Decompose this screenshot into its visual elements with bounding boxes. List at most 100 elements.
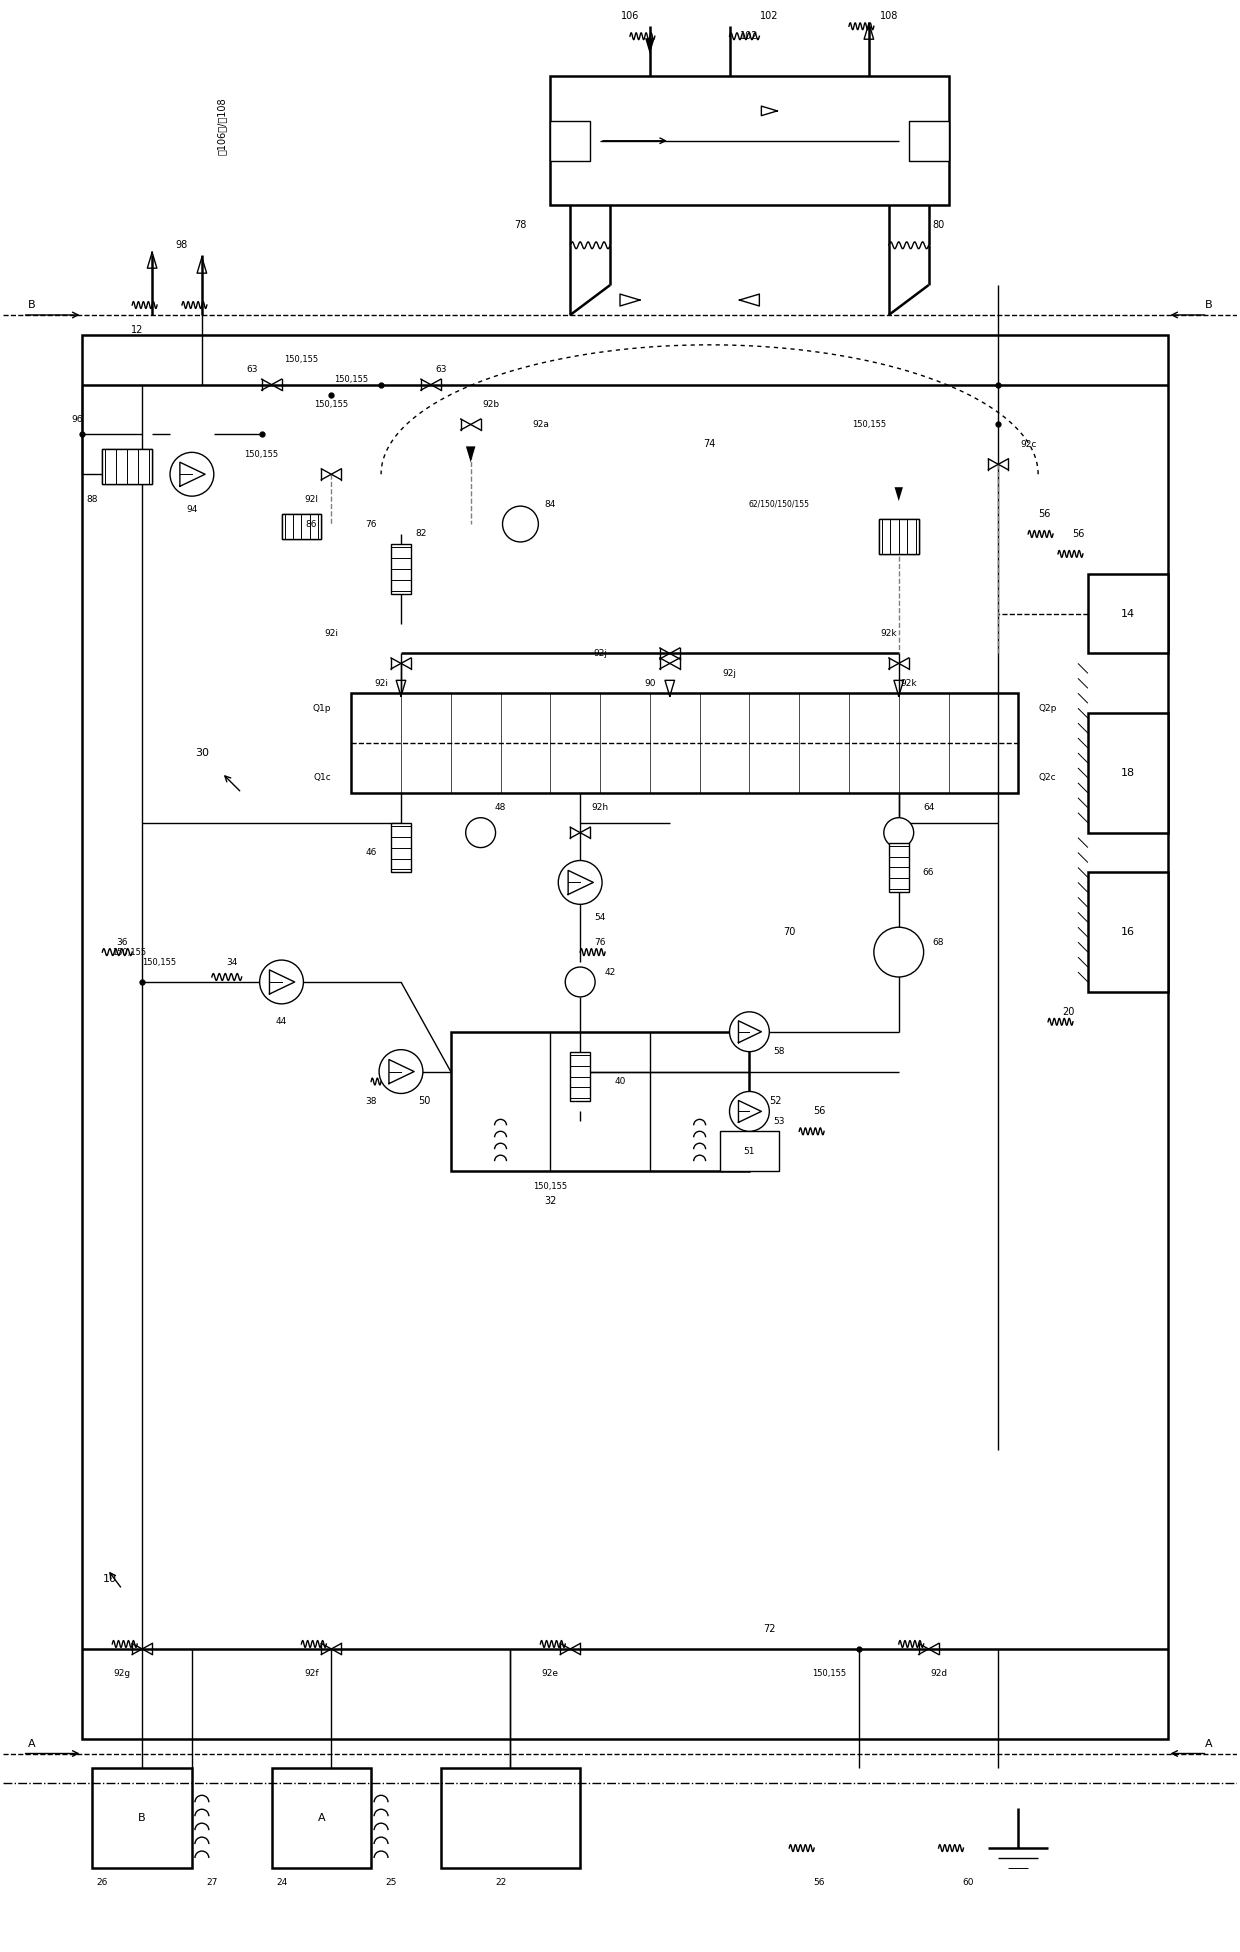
Text: B: B (27, 301, 35, 310)
Bar (92, 1769, 192, 1868)
Text: 46: 46 (366, 847, 377, 857)
Text: 52: 52 (769, 1097, 782, 1107)
Circle shape (502, 506, 538, 543)
Bar (391, 545, 410, 593)
Text: 至106和/或108: 至106和/或108 (217, 98, 227, 154)
Text: 150,155: 150,155 (143, 958, 176, 966)
Text: 88: 88 (87, 494, 98, 504)
Text: 92e: 92e (542, 1669, 559, 1679)
Text: 92j: 92j (593, 648, 608, 658)
Text: 38: 38 (366, 1097, 377, 1107)
Text: 82: 82 (415, 529, 427, 539)
Text: 32: 32 (544, 1197, 557, 1206)
Text: 18: 18 (1121, 767, 1135, 779)
Text: Q1c: Q1c (314, 773, 331, 783)
Text: 30: 30 (195, 748, 208, 757)
Text: Q2p: Q2p (1038, 705, 1056, 712)
Circle shape (874, 927, 924, 978)
Text: 92h: 92h (591, 804, 609, 812)
Bar (570, 1052, 590, 1101)
Text: 150,155: 150,155 (533, 1181, 568, 1191)
Bar (879, 519, 919, 554)
Circle shape (565, 966, 595, 997)
Text: 62/150/150/155: 62/150/150/155 (749, 500, 810, 509)
Text: 150,155: 150,155 (852, 420, 885, 429)
Text: 78: 78 (515, 221, 527, 230)
Text: 34: 34 (226, 958, 237, 966)
Text: 63: 63 (246, 365, 258, 375)
Text: 27: 27 (206, 1878, 217, 1888)
Text: 106: 106 (621, 12, 639, 21)
Bar (451, 1033, 749, 1171)
Text: B: B (1205, 301, 1213, 310)
Text: 72: 72 (763, 1624, 775, 1634)
Text: 53: 53 (774, 1117, 785, 1126)
Text: 51: 51 (744, 1146, 755, 1156)
Text: 102: 102 (740, 31, 759, 41)
Text: 80: 80 (932, 221, 945, 230)
Text: 90: 90 (644, 679, 656, 687)
Circle shape (259, 960, 304, 1003)
Text: 54: 54 (594, 914, 606, 921)
Circle shape (729, 1011, 769, 1052)
Text: Q1p: Q1p (312, 705, 331, 712)
Text: A: A (1205, 1739, 1213, 1749)
Circle shape (884, 818, 914, 847)
Text: 14: 14 (1121, 609, 1135, 619)
Polygon shape (894, 527, 903, 541)
Bar (909, 121, 949, 160)
Bar (551, 121, 590, 160)
Text: 92c: 92c (1021, 439, 1037, 449)
Bar (391, 822, 410, 873)
Text: 63: 63 (435, 365, 446, 375)
Text: 36: 36 (117, 937, 128, 947)
Polygon shape (466, 447, 475, 463)
Text: 150,155: 150,155 (812, 1669, 846, 1679)
Text: 92i: 92i (325, 629, 339, 638)
Text: 20: 20 (1061, 1007, 1074, 1017)
Bar (440, 1769, 580, 1868)
Text: 92b: 92b (482, 400, 500, 410)
Text: 50: 50 (418, 1097, 430, 1107)
Text: 92a: 92a (532, 420, 549, 429)
Text: 42: 42 (604, 968, 616, 976)
Circle shape (466, 818, 496, 847)
Text: 102: 102 (760, 12, 779, 21)
Text: 70: 70 (782, 927, 795, 937)
Bar (1087, 873, 1168, 992)
Text: 92i: 92i (374, 679, 388, 687)
Text: 56: 56 (1038, 509, 1050, 519)
Bar (281, 513, 321, 539)
Text: 150,155: 150,155 (314, 400, 348, 410)
Bar (1087, 712, 1168, 834)
Text: 16: 16 (1121, 927, 1135, 937)
Text: A: A (317, 1813, 325, 1823)
Bar (351, 693, 1018, 793)
Text: 66: 66 (923, 869, 935, 876)
Text: 150,155: 150,155 (244, 449, 279, 459)
Bar (719, 1132, 779, 1171)
Text: 96: 96 (72, 416, 83, 424)
Text: 94: 94 (186, 506, 197, 513)
Text: 92k: 92k (900, 679, 918, 687)
Text: 92k: 92k (880, 629, 897, 638)
Text: 74: 74 (703, 439, 715, 449)
Text: 26: 26 (97, 1878, 108, 1888)
Bar (889, 843, 909, 892)
Text: 150,155: 150,155 (334, 375, 368, 385)
Text: 44: 44 (275, 1017, 288, 1027)
Text: 108: 108 (879, 12, 898, 21)
Text: 56: 56 (813, 1107, 826, 1117)
Text: 64: 64 (923, 804, 934, 812)
Text: 92g: 92g (114, 1669, 130, 1679)
Text: Q2c: Q2c (1038, 773, 1055, 783)
Circle shape (379, 1050, 423, 1093)
Circle shape (729, 1091, 769, 1132)
Text: 25: 25 (386, 1878, 397, 1888)
Text: 10: 10 (103, 1573, 117, 1585)
Bar (82, 336, 1168, 1739)
Text: 92j: 92j (723, 670, 737, 677)
Bar (551, 76, 949, 205)
Text: 92f: 92f (304, 1669, 319, 1679)
Bar (1087, 574, 1168, 654)
